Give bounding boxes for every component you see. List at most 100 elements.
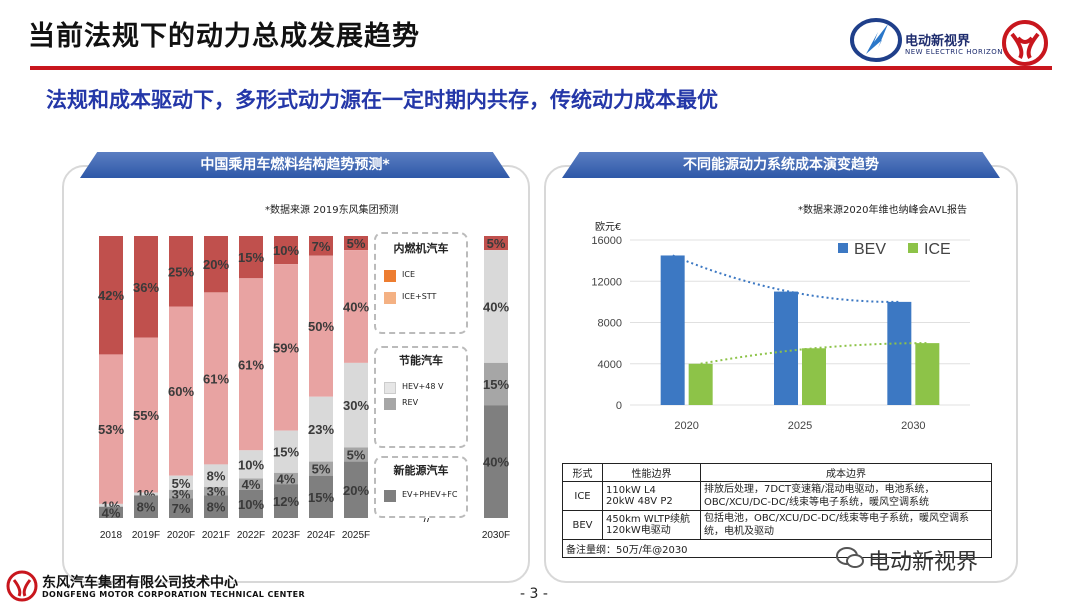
legend-swatch-bev [838,243,848,253]
y-tick-label: 4000 [598,359,622,371]
data-label: 5% [172,476,191,491]
stacked-bar-segment [134,492,158,496]
cost-trend-bar-chart: 0 4000 8000 12000 16000 2020 2025 2030 BEV ICE [591,235,970,432]
data-label: 5% [487,236,506,251]
data-label: 10% [273,243,299,258]
page-subtitle: 法规和成本驱动下，多形式动力源在一定时期内共存，传统动力成本最优 [46,88,718,112]
table-note: 备注量纲：50万/年@2030 [562,539,992,558]
stacked-bar-segment [239,478,263,490]
stacked-bar-segment [134,495,158,518]
data-label: 40% [483,455,509,470]
cost-y-unit: 欧元€ [595,222,622,233]
stacked-bar-segment [169,306,193,476]
x-tick-label: 2019F [132,530,160,541]
stacked-bar-segment [204,495,228,518]
data-label: 61% [203,371,229,386]
footer-company-en: DONGFENG MOTOR CORPORATION TECHNICAL CEN… [42,590,306,599]
y-tick-label: 0 [616,400,622,412]
wechat-icon [836,547,864,568]
stacked-bar-segment [204,292,228,465]
data-label: 5% [312,462,331,477]
data-label: 61% [238,357,264,372]
x-tick-label: 2024F [307,530,335,541]
stacked-bar-segment [239,236,263,279]
stacked-bar-segment [204,486,228,496]
data-label: 20% [203,257,229,272]
table-note-row: 备注量纲：50万/年@2030 [562,539,992,558]
data-label: 40% [483,300,509,315]
stacked-bar-segment [344,447,368,462]
data-label: 12% [273,494,299,509]
table-header-form: 形式 [562,463,603,482]
x-tick-label: 2030F [482,530,510,541]
legend-label-ice-stt: ICE+STT [402,292,437,301]
x-tick-label: 2020 [674,420,698,432]
legend-swatch-ice-stt [384,292,396,304]
cost-bar-ice [802,348,826,405]
title-underline-end [992,66,1052,70]
data-label: 23% [308,422,334,437]
cost-bar-ice [688,363,713,405]
legend-label-ice: ICE [924,241,951,258]
legend-item-ice: ICE [384,270,466,282]
stacked-bar-segment [169,489,193,499]
data-label: 4% [242,477,261,492]
dongfeng-logo-icon [1002,20,1048,66]
saving-legend-title: 节能汽车 [399,354,443,367]
legend-swatch-hev [384,382,396,394]
legend-label-bev: BEV [854,241,886,258]
bev-trendline [672,254,900,303]
legend-swatch-ice [384,270,396,282]
data-label: 40% [343,300,369,315]
cost-boundary-table: 形式 性能边界 成本边界 ICE 110kW L4 20kW 48V P2 排放… [562,463,992,558]
page-title: 当前法规下的动力总成发展趋势 [28,21,420,52]
table-header-perf: 性能边界 [602,463,701,482]
data-label: 5% [347,236,366,251]
data-label: 8% [137,500,156,515]
stacked-bar-segment [134,337,158,493]
nev-legend-title: 新能源汽车 [393,464,449,477]
saving-legend-group: 节能汽车 HEV+48 V REV [374,346,468,448]
table-cell-form: ICE [562,481,603,511]
axis-break-mark: // [424,511,431,525]
nev-legend-group: 新能源汽车 EV+PHEV+FC [374,456,468,518]
stacked-bar-segment [239,278,263,451]
data-label: 4% [277,472,296,487]
x-tick-label: 2030 [901,420,925,432]
data-label: 15% [308,490,334,505]
stacked-bar-segment [169,236,193,307]
stacked-bar-segment [99,236,123,355]
stacked-bar-segment [274,236,298,265]
title-underline [30,66,992,70]
table-cell-form: BEV [562,510,603,540]
y-tick-label: 8000 [598,318,622,330]
x-tick-label: 2018 [100,530,123,541]
cost-boundary-table-wrap: 形式 性能边界 成本边界 ICE 110kW L4 20kW 48V P2 排放… [562,463,992,558]
ice-legend-group: 内燃机汽车 ICE ICE+STT [374,232,468,334]
stacked-bar-segment [344,461,368,518]
stacked-bar-segment [99,506,123,518]
legend-item-ev: EV+PHEV+FC [384,490,466,502]
x-tick-label: 2025 [788,420,812,432]
stacked-bar-segment [99,503,123,507]
cost-bar-ice [915,343,940,405]
table-header-row: 形式 性能边界 成本边界 [562,463,992,482]
data-label: 25% [168,264,194,279]
stacked-bar-segment [309,396,333,462]
stacked-bar-segment [274,472,298,485]
stacked-bar-segment [239,450,263,479]
legend-label-hev: HEV+48 V [402,382,444,391]
x-tick-label: 2021F [202,530,230,541]
legend-swatch-ev [384,490,396,502]
table-cell-perf: 450km WLTP续航 120kW电驱动 [602,510,701,540]
stacked-bar-segment [309,236,333,256]
stacked-bar-segment [274,264,298,431]
stacked-bar-segment [204,464,228,487]
legend-swatch-ice [908,243,918,253]
table-row: ICE 110kW L4 20kW 48V P2 排放后处理，7DCT变速箱/混… [562,481,992,511]
data-label: 8% [207,469,226,484]
data-label: 7% [312,239,331,254]
fuel-structure-stacked-bar-chart: 42%53%1%4%201836%55%1%8%2019F25%60%5%3%7… [98,236,510,541]
stacked-bar-segment [274,430,298,473]
legend-label-ev: EV+PHEV+FC [402,490,458,499]
